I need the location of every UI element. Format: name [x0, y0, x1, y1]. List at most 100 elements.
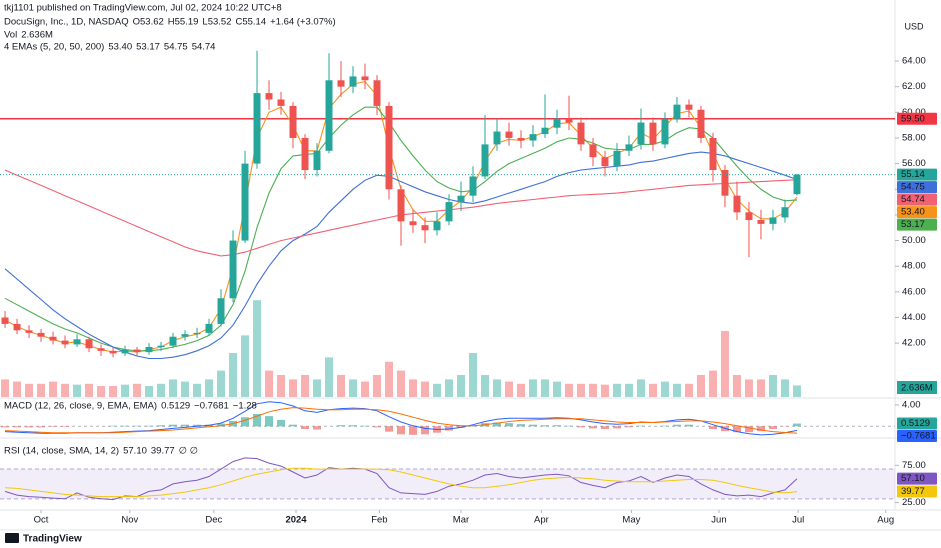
histogram-bar [373, 426, 382, 428]
candle-body [649, 122, 657, 145]
volume-bar [193, 383, 202, 397]
axis-value-box [897, 112, 937, 125]
candle-body [613, 150, 621, 167]
rsi-title: RSI (14, close, SMA, 14, 2) [4, 446, 119, 457]
x-tick-label: May [622, 515, 640, 526]
volume-bar [205, 379, 214, 397]
y-tick-label: 46.00 [902, 286, 926, 297]
volume-bar [780, 379, 789, 397]
volume-bar [708, 370, 717, 397]
candle-body [49, 336, 57, 341]
ema-title: 4 EMAs (5, 20, 50, 200) [4, 42, 104, 53]
candle-body [721, 170, 729, 196]
candle-body [133, 349, 141, 353]
rsi-value: 39.77 [151, 446, 175, 457]
volume-bar [253, 300, 262, 397]
volume-bar [37, 383, 46, 397]
macd-value: 0.5129 [161, 401, 190, 412]
y-tick-label: 50.00 [902, 235, 926, 246]
rsi-line [4, 467, 798, 498]
y-tick-label: 62.00 [902, 81, 926, 92]
histogram-bar [756, 426, 765, 432]
ema-value: 54.74 [192, 42, 216, 53]
axis-value-label: 55.14 [901, 169, 925, 180]
candle-body [265, 93, 273, 100]
y-tick-label: 75.00 [902, 460, 926, 471]
volume-bar [421, 381, 430, 397]
histogram-bar [397, 426, 406, 435]
volume-bar [97, 386, 106, 397]
histogram-bar [708, 426, 717, 429]
candle-body [193, 332, 201, 335]
histogram-bar [492, 422, 501, 427]
candle-body [385, 105, 393, 190]
volume-bar [792, 385, 801, 397]
volume-bar [516, 383, 525, 397]
volume-bar [552, 381, 561, 397]
histogram-bar [600, 426, 609, 429]
histogram-bar [744, 426, 753, 433]
volume-bar [325, 357, 334, 397]
x-tick-label: Jul [792, 515, 804, 526]
volume-bar [672, 383, 681, 397]
histogram-bar [349, 425, 358, 427]
candle-body [529, 134, 537, 141]
histogram-bar [672, 424, 681, 427]
histogram-bar [121, 425, 130, 427]
volume-bar [265, 370, 274, 397]
y-tick-label: 56.00 [902, 158, 926, 169]
candle-body [25, 330, 33, 333]
candle-body [793, 174, 801, 195]
candle-body [301, 137, 309, 171]
volume-bar [289, 379, 298, 397]
candle-body [733, 195, 741, 213]
histogram-bar [193, 424, 202, 427]
histogram-bar [660, 425, 669, 427]
candle-body [1, 317, 9, 324]
x-tick-label: Mar [453, 515, 469, 526]
volume-bar [444, 379, 453, 397]
candle-body [421, 225, 429, 231]
volume-bar [564, 383, 573, 397]
volume-bar [277, 375, 286, 397]
axis-value-label: −0.7681 [901, 431, 936, 442]
histogram-bar [540, 425, 549, 427]
histogram-bar [444, 426, 453, 431]
histogram-bar [409, 426, 418, 435]
volume-bar [361, 381, 370, 397]
axis-value-box [897, 181, 937, 194]
candle-body [61, 340, 69, 345]
axis-value-box [897, 430, 937, 443]
ema-value: 53.40 [108, 42, 132, 53]
rsi-extra: ∅ ∅ [179, 446, 198, 457]
volume-bar [624, 383, 633, 397]
candle-body [517, 137, 525, 141]
volume-bar [61, 383, 70, 397]
y-tick-label: 44.00 [902, 312, 926, 323]
histogram-bar [157, 425, 166, 427]
volume-bar [145, 386, 154, 397]
volume-bar [85, 383, 94, 397]
axis-value-box [897, 417, 937, 430]
histogram-bar [385, 426, 394, 432]
axis-value-label: 54.75 [901, 182, 925, 193]
volume-bar [373, 375, 382, 397]
histogram-bar [516, 424, 525, 427]
y-tick-label: 25.00 [902, 497, 926, 508]
candle-body [397, 189, 405, 222]
candle-body [145, 346, 153, 353]
volume-bar [229, 353, 238, 397]
histogram-bar [313, 426, 322, 430]
macd-line [4, 407, 798, 434]
volume-bar [468, 353, 477, 397]
histogram-bar [181, 424, 190, 427]
volume-bar [409, 379, 418, 397]
ema-line [4, 151, 798, 360]
volume-bar [49, 381, 58, 397]
histogram-bar [241, 417, 250, 427]
volume-bar [217, 370, 226, 397]
axis-value-box [897, 168, 937, 181]
candle-body [37, 332, 45, 337]
axis-value-label: 54.74 [901, 194, 925, 205]
histogram-bar [361, 425, 370, 427]
